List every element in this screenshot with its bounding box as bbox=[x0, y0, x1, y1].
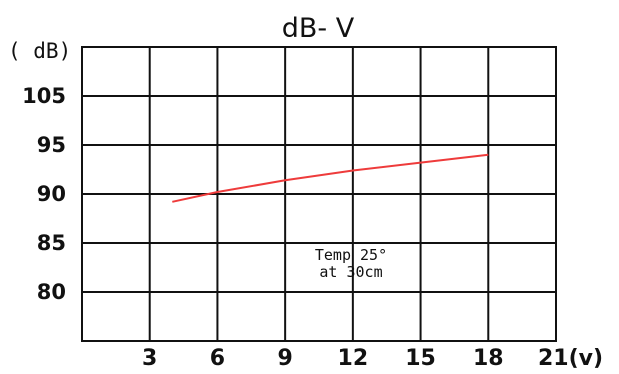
x-tick-label: 6 bbox=[210, 346, 225, 371]
y-tick-label: 95 bbox=[37, 133, 66, 157]
x-tick-label: 3 bbox=[142, 346, 157, 371]
grid bbox=[81, 46, 557, 342]
annotation-line-1: Temp 25° bbox=[315, 246, 387, 264]
x-tick-label: 9 bbox=[277, 346, 292, 371]
chart-title: dB- V bbox=[282, 13, 355, 44]
y-tick-label: 90 bbox=[37, 182, 66, 206]
y-tick-label: 80 bbox=[37, 280, 66, 304]
y-axis-label: ( dB) bbox=[8, 39, 71, 63]
series-line bbox=[172, 153, 489, 203]
y-tick-labels: 105 95 90 85 80 bbox=[22, 84, 66, 304]
x-axis-label: 21(v) bbox=[538, 346, 603, 371]
annotation-line-2: at 30cm bbox=[319, 263, 382, 281]
y-tick-label: 105 bbox=[22, 84, 66, 108]
x-tick-label: 15 bbox=[405, 346, 436, 371]
series-group bbox=[172, 153, 489, 203]
x-tick-labels: 3 6 9 12 15 18 bbox=[142, 346, 504, 371]
y-tick-label: 85 bbox=[37, 231, 66, 255]
x-tick-label: 12 bbox=[338, 346, 369, 371]
x-tick-label: 18 bbox=[473, 346, 504, 371]
